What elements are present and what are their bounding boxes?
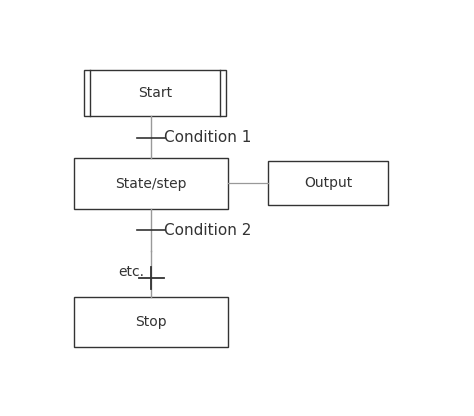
Text: Condition 1: Condition 1 — [164, 130, 252, 145]
Bar — [74, 297, 228, 347]
Text: Start: Start — [138, 86, 172, 100]
Bar — [268, 161, 388, 205]
Bar — [74, 158, 228, 208]
Text: Stop: Stop — [136, 315, 167, 329]
Text: Output: Output — [304, 176, 352, 190]
Bar — [83, 70, 226, 116]
Text: State/step: State/step — [116, 176, 187, 191]
Text: Condition 2: Condition 2 — [164, 223, 252, 238]
Text: etc.: etc. — [118, 265, 144, 279]
